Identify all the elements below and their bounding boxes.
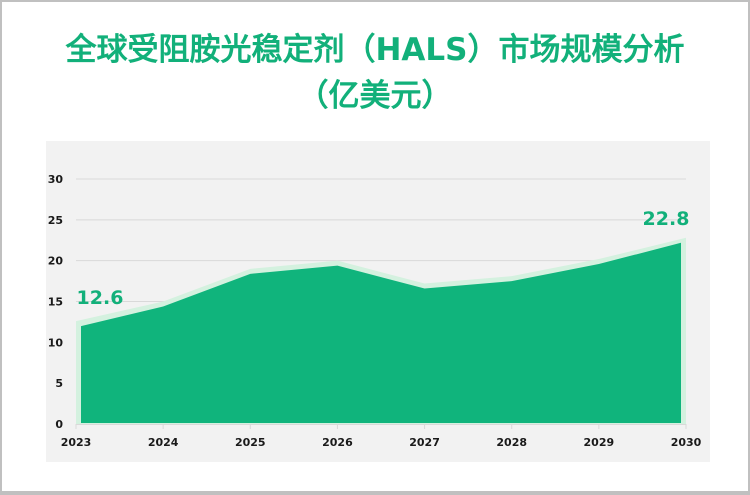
chart-title-unit: （亿美元） bbox=[297, 78, 453, 114]
y-tick-label: 5 bbox=[55, 377, 63, 390]
y-tick-label: 10 bbox=[48, 336, 64, 349]
y-tick-label: 0 bbox=[55, 418, 63, 431]
y-tick-label: 20 bbox=[48, 255, 64, 268]
x-tick-label: 2026 bbox=[322, 436, 353, 449]
x-tick-label: 2029 bbox=[584, 436, 615, 449]
area-fill bbox=[81, 242, 681, 423]
x-axis: 2023 2024 2025 2026 2027 2028 2029 2030 bbox=[61, 424, 702, 449]
x-tick-label: 2027 bbox=[409, 436, 440, 449]
data-labels: 12.6 22.8 bbox=[77, 208, 690, 309]
y-tick-label: 25 bbox=[48, 214, 63, 227]
x-tick-label: 2024 bbox=[148, 436, 179, 449]
data-label: 12.6 bbox=[77, 287, 124, 309]
chart-title: 全球受阻胺光稳定剂（HALS）市场规模分析 bbox=[65, 32, 685, 68]
y-tick-label: 30 bbox=[48, 173, 64, 186]
x-tick-label: 2023 bbox=[61, 436, 92, 449]
y-tick-label: 15 bbox=[48, 296, 63, 309]
x-tick-label: 2028 bbox=[496, 436, 527, 449]
x-tick-label: 2030 bbox=[671, 436, 702, 449]
data-label: 22.8 bbox=[643, 208, 690, 230]
y-axis: 0 5 10 15 20 25 30 bbox=[48, 173, 64, 431]
x-tick-label: 2025 bbox=[235, 436, 266, 449]
